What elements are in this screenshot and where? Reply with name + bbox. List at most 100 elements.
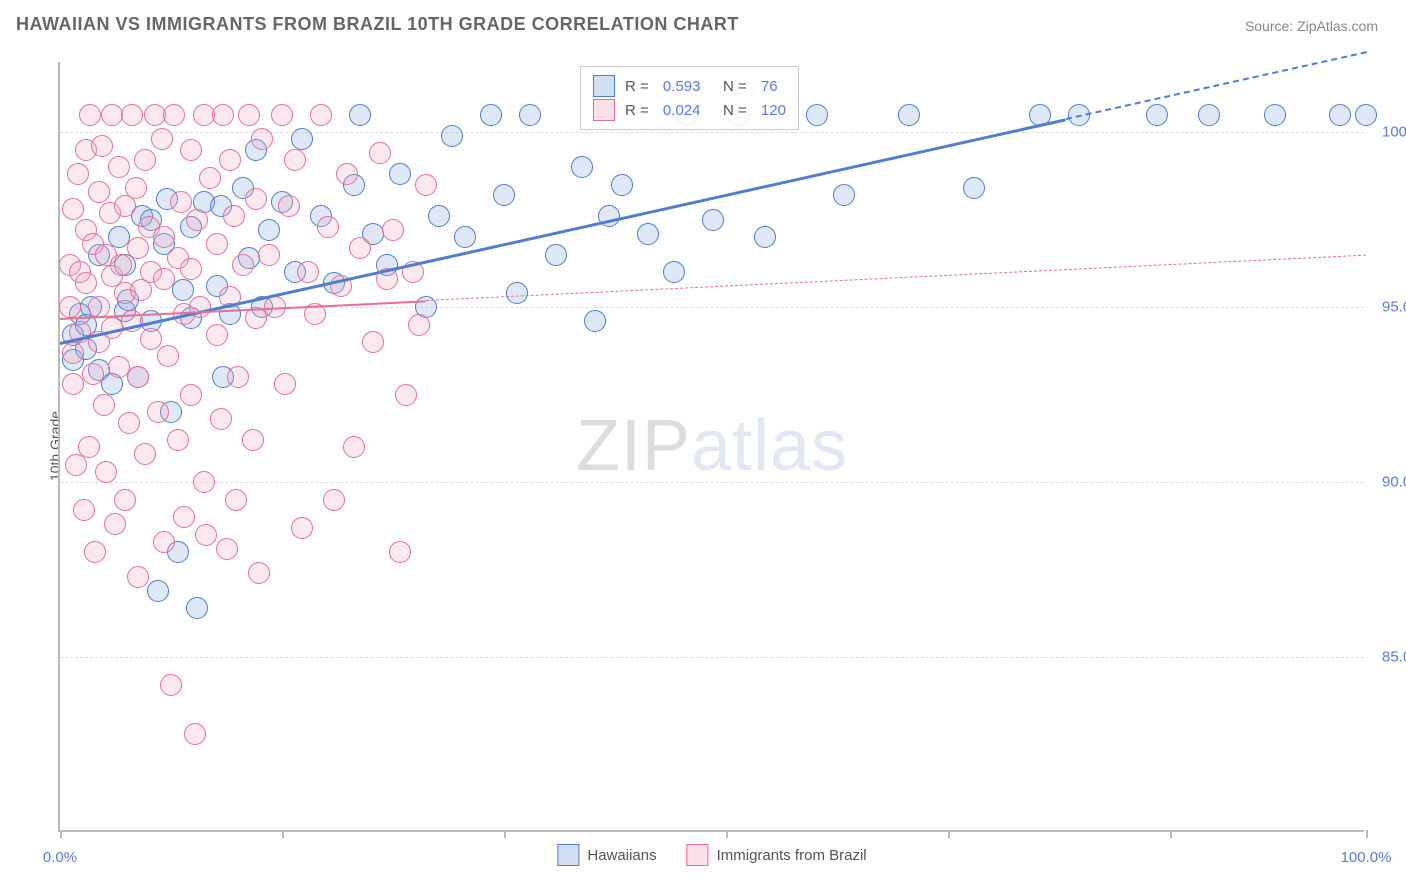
scatter-point-brazil — [134, 149, 156, 171]
scatter-point-brazil — [216, 538, 238, 560]
scatter-point-brazil — [163, 104, 185, 126]
scatter-point-hawaiians — [480, 104, 502, 126]
scatter-point-brazil — [206, 233, 228, 255]
scatter-point-brazil — [62, 373, 84, 395]
chart-container: HAWAIIAN VS IMMIGRANTS FROM BRAZIL 10TH … — [0, 0, 1406, 892]
scatter-point-brazil — [219, 149, 241, 171]
scatter-point-brazil — [199, 167, 221, 189]
scatter-point-brazil — [242, 429, 264, 451]
legend-swatch-icon — [557, 844, 579, 866]
scatter-point-hawaiians — [186, 597, 208, 619]
r-label: R = — [625, 78, 649, 95]
scatter-point-brazil — [62, 198, 84, 220]
scatter-point-brazil — [180, 139, 202, 161]
x-tick-label: 0.0% — [43, 849, 77, 866]
legend-item-brazil: Immigrants from Brazil — [687, 844, 867, 866]
scatter-point-brazil — [223, 205, 245, 227]
scatter-point-brazil — [167, 429, 189, 451]
scatter-point-brazil — [125, 177, 147, 199]
scatter-point-hawaiians — [1146, 104, 1168, 126]
scatter-point-brazil — [73, 499, 95, 521]
scatter-point-hawaiians — [291, 128, 313, 150]
scatter-point-hawaiians — [833, 184, 855, 206]
scatter-point-brazil — [389, 541, 411, 563]
x-tick — [504, 830, 506, 838]
scatter-point-brazil — [127, 366, 149, 388]
legend-swatch-icon — [593, 75, 615, 97]
gridline — [60, 482, 1364, 483]
scatter-point-brazil — [110, 254, 132, 276]
scatter-point-brazil — [62, 342, 84, 364]
legend-item-hawaiians: Hawaiians — [557, 844, 656, 866]
n-label: N = — [710, 102, 746, 119]
scatter-point-brazil — [297, 261, 319, 283]
scatter-point-brazil — [114, 489, 136, 511]
scatter-point-hawaiians — [663, 261, 685, 283]
scatter-point-brazil — [127, 566, 149, 588]
scatter-point-brazil — [180, 258, 202, 280]
scatter-point-brazil — [382, 219, 404, 241]
watermark: ZIPatlas — [576, 405, 848, 487]
scatter-point-brazil — [88, 181, 110, 203]
scatter-point-brazil — [59, 296, 81, 318]
scatter-point-brazil — [78, 436, 100, 458]
x-tick — [948, 830, 950, 838]
scatter-point-brazil — [75, 272, 97, 294]
scatter-point-hawaiians — [637, 223, 659, 245]
scatter-point-hawaiians — [1264, 104, 1286, 126]
scatter-point-brazil — [206, 324, 228, 346]
scatter-point-brazil — [278, 195, 300, 217]
scatter-point-hawaiians — [428, 205, 450, 227]
scatter-point-brazil — [291, 517, 313, 539]
scatter-point-brazil — [95, 461, 117, 483]
x-tick — [282, 830, 284, 838]
scatter-point-brazil — [248, 562, 270, 584]
scatter-point-brazil — [184, 723, 206, 745]
scatter-point-hawaiians — [898, 104, 920, 126]
correlation-row-brazil: R = 0.024 N = 120 — [593, 99, 786, 121]
scatter-point-brazil — [284, 149, 306, 171]
scatter-point-brazil — [134, 443, 156, 465]
n-label: N = — [710, 78, 746, 95]
x-tick — [726, 830, 728, 838]
scatter-point-hawaiians — [611, 174, 633, 196]
y-tick-label: 85.0% — [1368, 649, 1406, 666]
scatter-point-brazil — [210, 408, 232, 430]
scatter-point-brazil — [170, 191, 192, 213]
scatter-point-hawaiians — [1329, 104, 1351, 126]
scatter-point-brazil — [140, 328, 162, 350]
gridline — [60, 657, 1364, 658]
scatter-point-brazil — [227, 366, 249, 388]
scatter-point-brazil — [108, 156, 130, 178]
scatter-point-hawaiians — [584, 310, 606, 332]
x-tick — [60, 830, 62, 838]
scatter-point-brazil — [93, 394, 115, 416]
scatter-point-brazil — [349, 237, 371, 259]
scatter-point-hawaiians — [754, 226, 776, 248]
watermark-bold: ZIP — [576, 406, 691, 486]
scatter-point-hawaiians — [493, 184, 515, 206]
scatter-point-brazil — [121, 104, 143, 126]
scatter-point-brazil — [251, 128, 273, 150]
watermark-light: atlas — [691, 406, 848, 486]
scatter-point-brazil — [157, 345, 179, 367]
scatter-point-brazil — [362, 331, 384, 353]
scatter-point-brazil — [91, 135, 113, 157]
scatter-point-brazil — [336, 163, 358, 185]
legend-label: Immigrants from Brazil — [717, 847, 867, 864]
scatter-point-brazil — [67, 163, 89, 185]
correlation-row-hawaiians: R = 0.593 N = 76 — [593, 75, 786, 97]
scatter-point-brazil — [173, 506, 195, 528]
scatter-point-brazil — [147, 401, 169, 423]
scatter-point-brazil — [258, 244, 280, 266]
n-value: 120 — [757, 102, 786, 119]
scatter-point-brazil — [127, 237, 149, 259]
scatter-point-hawaiians — [349, 104, 371, 126]
scatter-point-brazil — [153, 531, 175, 553]
scatter-point-brazil — [212, 104, 234, 126]
y-tick-label: 95.0% — [1368, 299, 1406, 316]
scatter-point-brazil — [180, 384, 202, 406]
correlation-box: R = 0.593 N = 76R = 0.024 N = 120 — [580, 66, 799, 130]
chart-title: HAWAIIAN VS IMMIGRANTS FROM BRAZIL 10TH … — [16, 14, 739, 35]
scatter-point-brazil — [395, 384, 417, 406]
